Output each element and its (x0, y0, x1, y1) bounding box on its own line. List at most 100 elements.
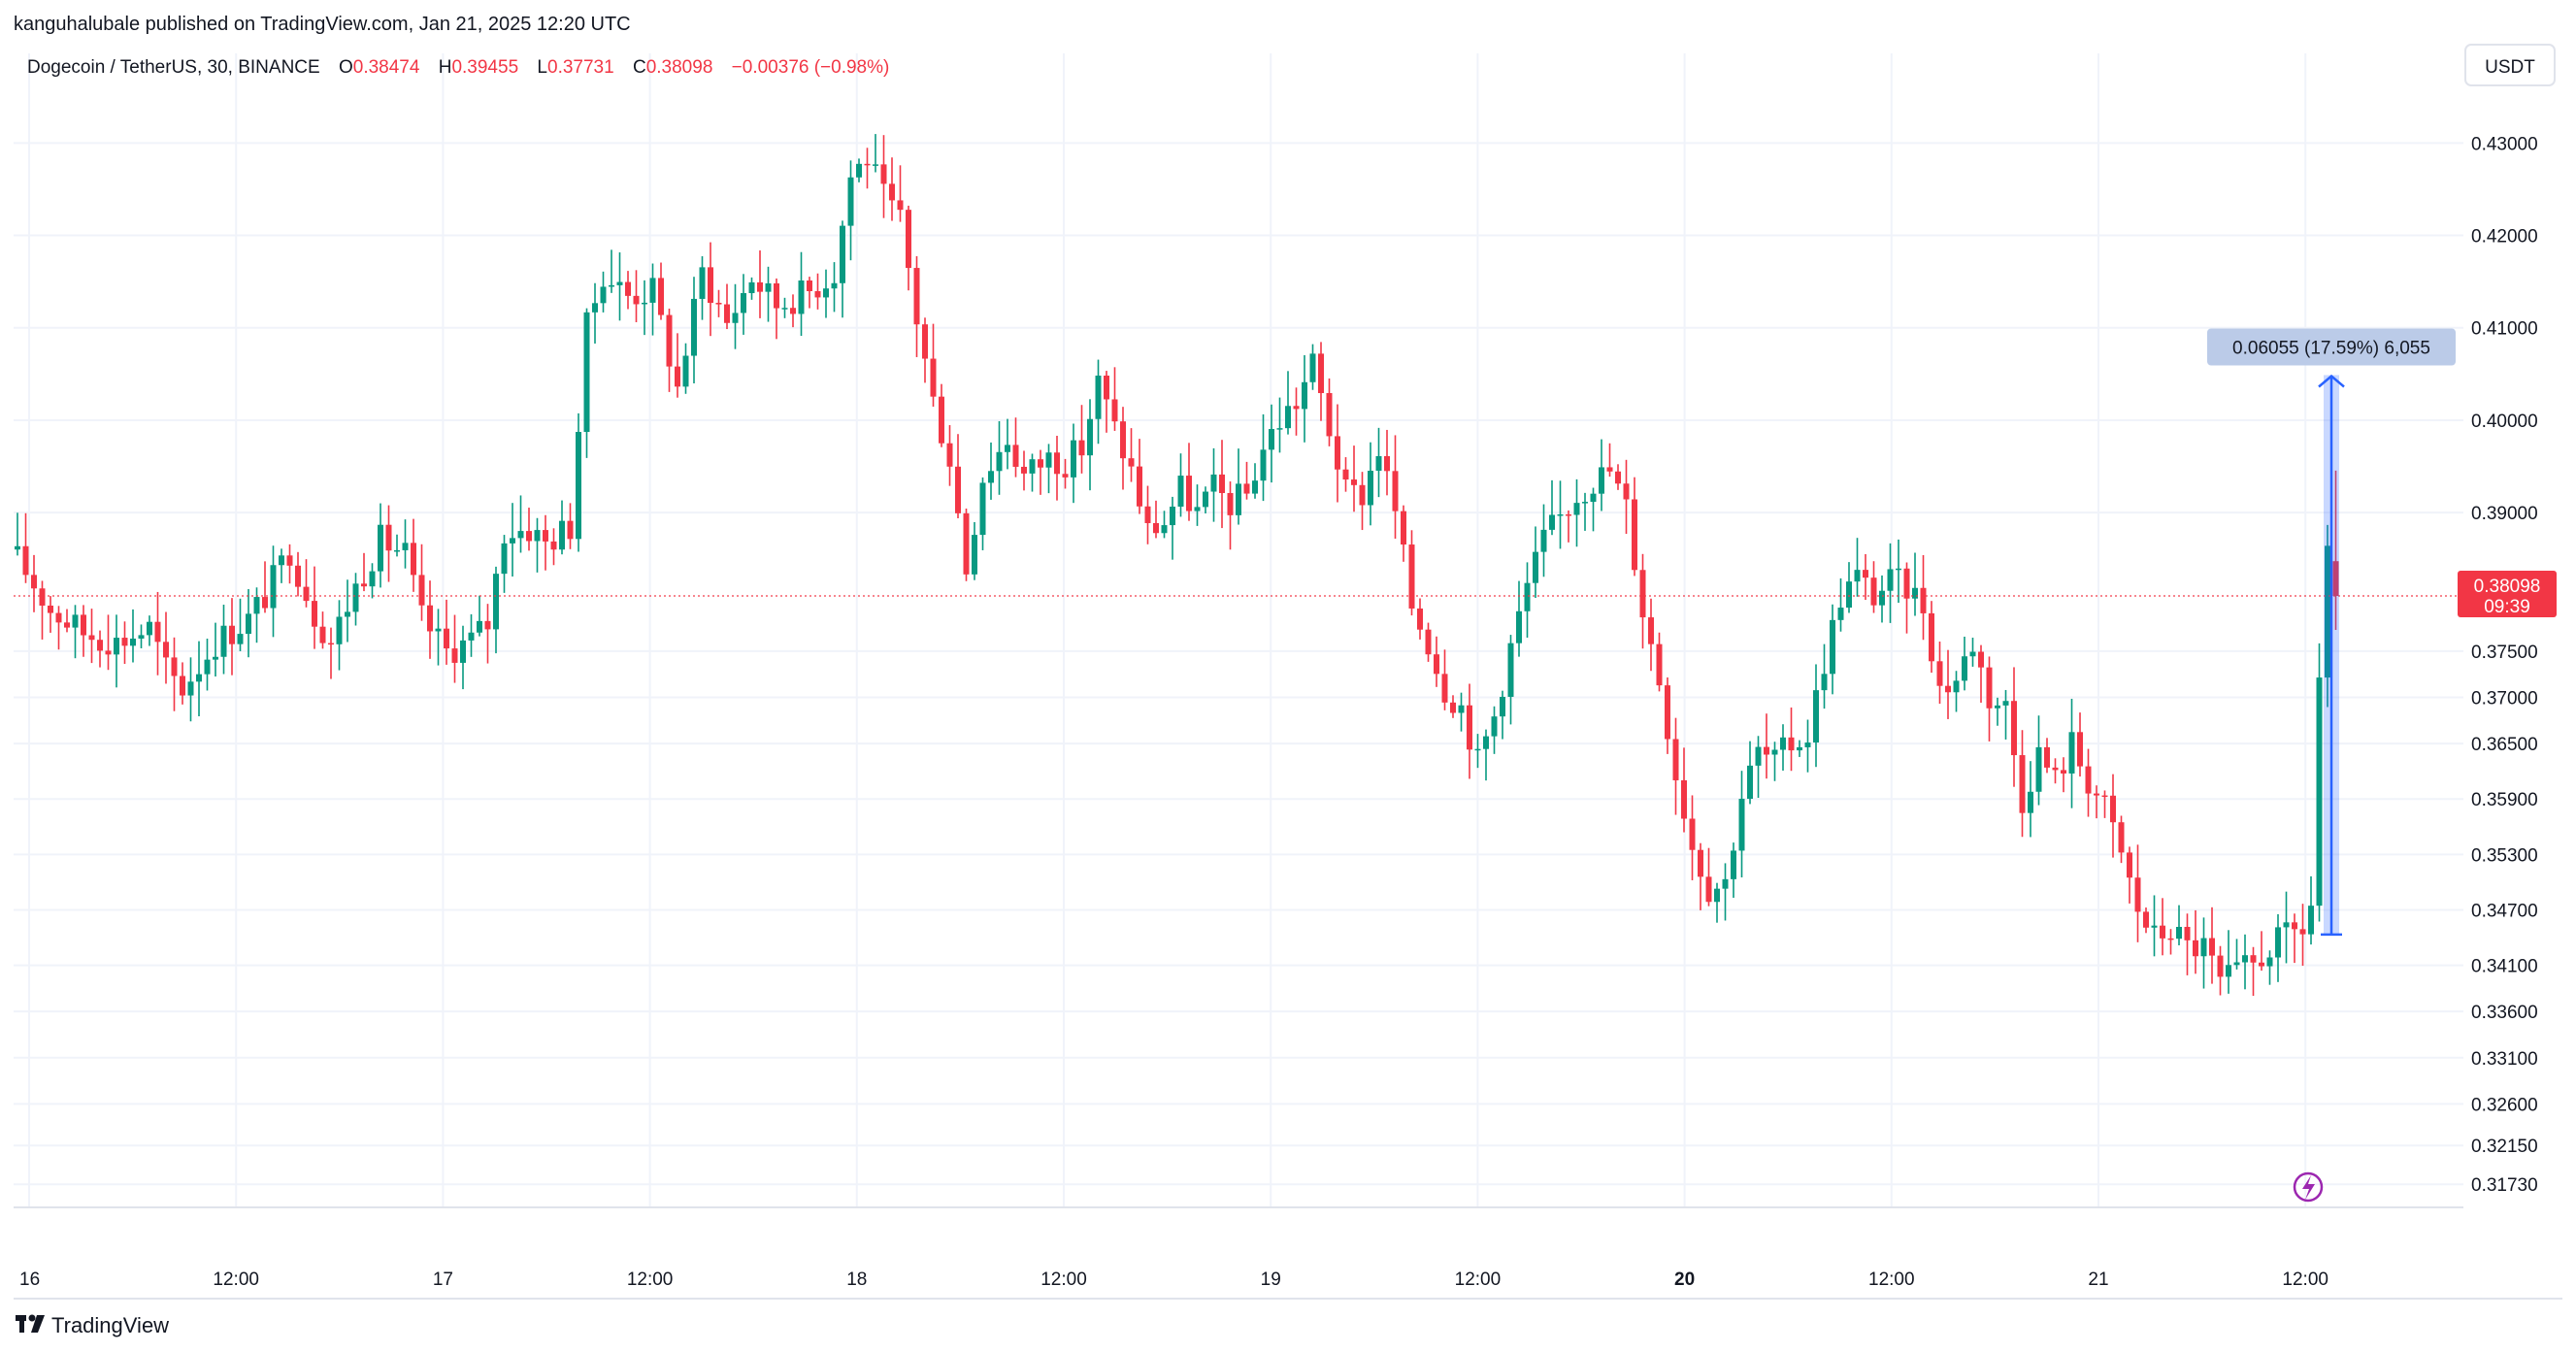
candle (345, 579, 350, 643)
open-value: 0.38474 (353, 57, 420, 78)
candle-body (1606, 467, 1613, 472)
candle (1632, 477, 1637, 577)
candle-body (1351, 479, 1357, 485)
candle-body (1335, 436, 1340, 470)
high-label: H (439, 57, 452, 78)
candle-body (1870, 577, 1877, 606)
time-axis[interactable]: 16 12:00 17 12:00 18 12:00 19 12:00 20 12:00 21 12:… (19, 1270, 2328, 1290)
currency-label: USDT (2485, 57, 2535, 78)
tradingview-logo-icon (16, 1314, 45, 1333)
candle-body (642, 302, 647, 305)
ohlc-legend[interactable]: Dogecoin / TetherUS, 30, BINANCE O0.3847… (27, 57, 889, 78)
candle-body (1788, 737, 1795, 751)
candle-body (1137, 466, 1142, 507)
candle (1095, 359, 1102, 445)
currency-button[interactable]: USDT (2464, 44, 2556, 86)
candle-body (1590, 493, 1597, 503)
candle-body (906, 210, 911, 269)
candle-body (2110, 795, 2116, 823)
candle (1219, 440, 1225, 529)
low-value: 0.37731 (547, 57, 614, 78)
candle (550, 528, 557, 566)
candle-body (501, 543, 508, 575)
candle (1194, 484, 1201, 526)
candle (946, 425, 953, 486)
candle (2127, 846, 2132, 904)
candle-body (1342, 469, 1349, 480)
candle-body (2299, 929, 2306, 935)
candle-body (435, 628, 442, 632)
candle-body (121, 638, 128, 646)
candle-body (196, 674, 202, 682)
candle (526, 508, 532, 551)
candle-body (840, 225, 845, 283)
lightning-icon[interactable] (2293, 1171, 2324, 1203)
candle (1269, 404, 1274, 483)
measure-tool[interactable]: 0.06055 (17.59%) 6,055 (2207, 328, 2456, 937)
candle (1236, 448, 1241, 525)
candle (187, 657, 194, 722)
candle-body (955, 466, 961, 513)
candle (501, 535, 508, 593)
candle (2077, 712, 2083, 777)
candle (1170, 496, 1175, 560)
candle (1821, 643, 1828, 709)
candle (592, 282, 598, 344)
candle (105, 614, 112, 671)
candle (1573, 478, 1580, 547)
candle (2308, 875, 2314, 945)
candle-body (675, 366, 680, 387)
tradingview-logo[interactable]: TradingView (16, 1313, 169, 1337)
candle-body (213, 656, 218, 660)
candle (97, 630, 103, 668)
candle-body (97, 640, 103, 651)
candle-body (64, 622, 70, 628)
candle-body (1665, 685, 1670, 740)
candle-body (427, 605, 433, 632)
candle (1128, 428, 1135, 482)
candle (1203, 486, 1208, 513)
candle-body (1698, 849, 1703, 877)
candle-body (1153, 522, 1159, 534)
candle-body (1516, 610, 1522, 643)
candle (1392, 435, 1399, 540)
candle (72, 605, 79, 659)
candle (64, 609, 70, 633)
candle-body (220, 625, 227, 657)
candle-body (1203, 491, 1208, 508)
candle-body (411, 543, 416, 576)
candle-body (2184, 927, 2191, 940)
candle (625, 271, 631, 310)
candle-body (1672, 739, 1679, 780)
candle-body (988, 471, 994, 483)
candle (781, 297, 788, 318)
candle-body (1095, 375, 1102, 419)
candle-body (1318, 353, 1324, 394)
candle (715, 289, 722, 317)
candle (1582, 492, 1588, 531)
candle (1005, 418, 1010, 470)
candle-body (1029, 459, 1036, 474)
candle (1500, 690, 1505, 740)
candle-body (2176, 927, 2182, 940)
candle (1804, 719, 1811, 773)
price-tick-label: 0.35300 (2471, 845, 2538, 866)
candle (1285, 371, 1291, 435)
candle (2094, 785, 2099, 819)
candle (319, 611, 326, 649)
candle (1747, 741, 1753, 805)
candle-body (741, 293, 746, 313)
candle (534, 517, 541, 573)
candle-body (138, 635, 145, 639)
current-price-tag: 0.38098 09:39 (2458, 571, 2557, 618)
candle (2250, 946, 2257, 996)
price-tick-label: 0.40000 (2471, 412, 2538, 432)
price-axis[interactable]: 0.43000 0.42000 0.41000 0.40000 0.39000 0.375… (2471, 134, 2538, 1196)
candle-body (1384, 455, 1390, 472)
measure-arrow-head (2318, 374, 2345, 388)
candle-body (781, 308, 788, 310)
candle-body (1368, 471, 1373, 506)
candle (1590, 487, 1597, 532)
candle-body (1639, 570, 1646, 618)
